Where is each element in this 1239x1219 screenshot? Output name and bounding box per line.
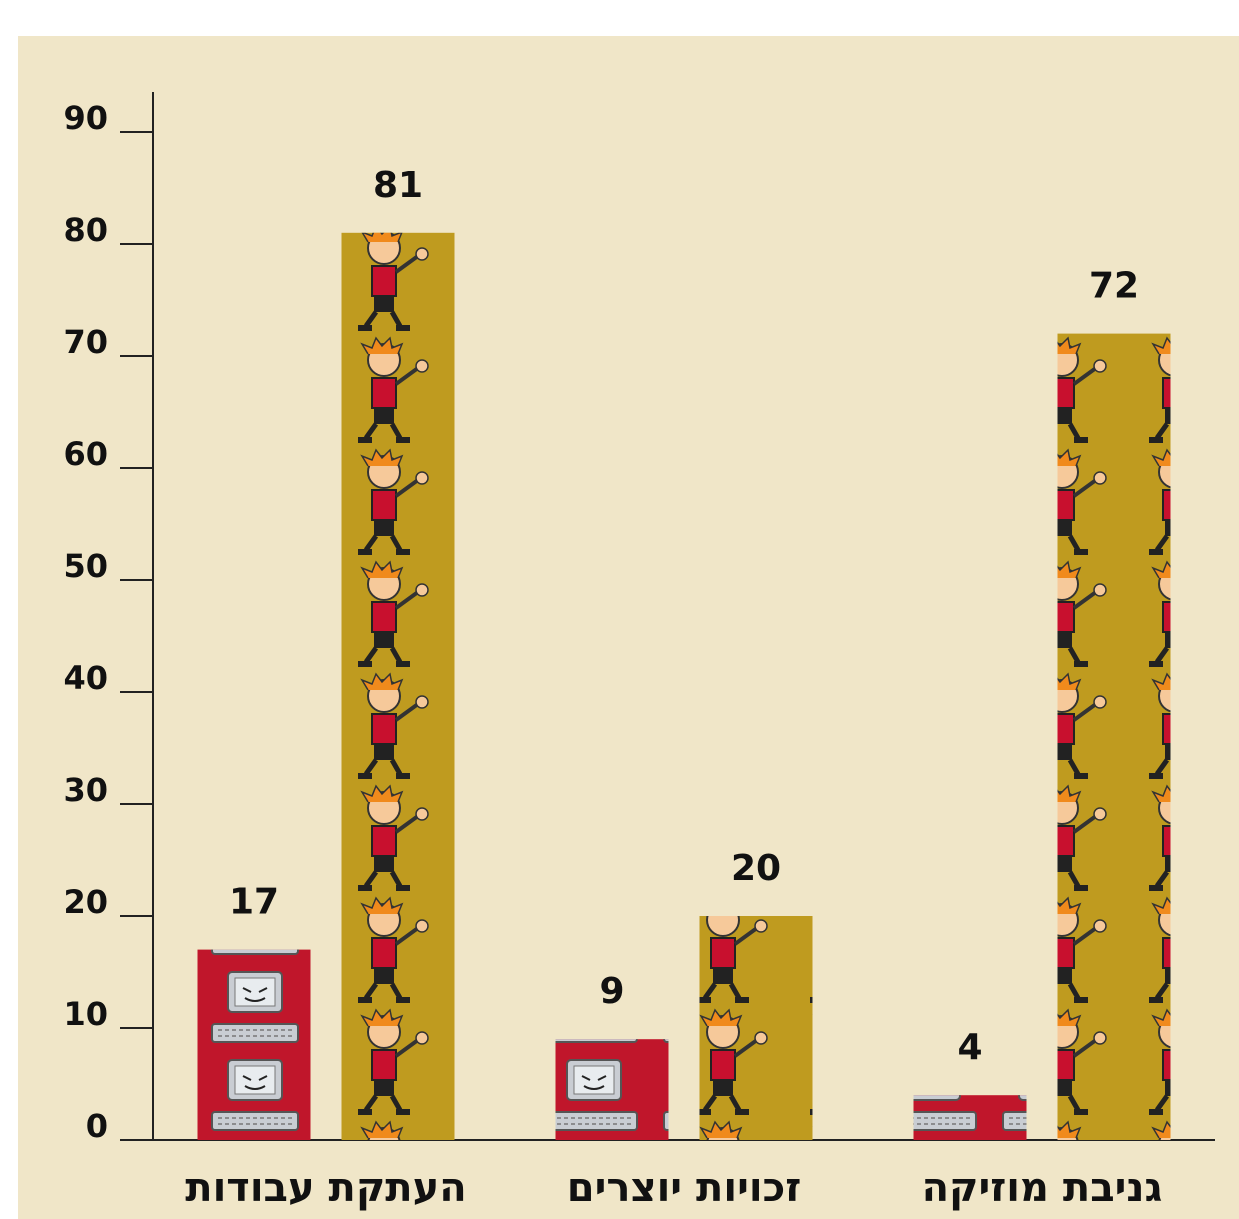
bar-pattern	[555, 1039, 669, 1140]
y-tick-label: 0	[86, 1107, 108, 1145]
value-label: 17	[229, 882, 279, 923]
value-label: 9	[599, 971, 624, 1012]
value-label: 4	[957, 1027, 982, 1068]
bar-pattern	[1057, 333, 1171, 1141]
value-label: 72	[1089, 266, 1139, 307]
x-tick-label: גניבת מוזיקה	[922, 1165, 1163, 1211]
bar-pattern	[913, 1095, 1027, 1140]
y-tick-label: 50	[63, 547, 108, 585]
x-tick-label: זכויות יוצרים	[567, 1165, 802, 1211]
bar-pattern	[197, 949, 311, 1140]
y-tick-label: 30	[63, 771, 108, 809]
bar-pattern	[341, 232, 455, 1141]
y-tick-label: 70	[63, 323, 108, 361]
value-label: 81	[373, 165, 423, 206]
value-label: 20	[731, 848, 781, 889]
y-tick-label: 40	[63, 659, 108, 697]
y-tick-label: 60	[63, 435, 108, 473]
x-tick-label: העתקת עבודות	[185, 1165, 466, 1211]
y-tick-label: 20	[63, 883, 108, 921]
bar-pattern	[699, 916, 813, 1140]
y-tick-label: 90	[63, 99, 108, 137]
y-tick-label: 80	[63, 211, 108, 249]
y-tick-label: 10	[63, 995, 108, 1033]
